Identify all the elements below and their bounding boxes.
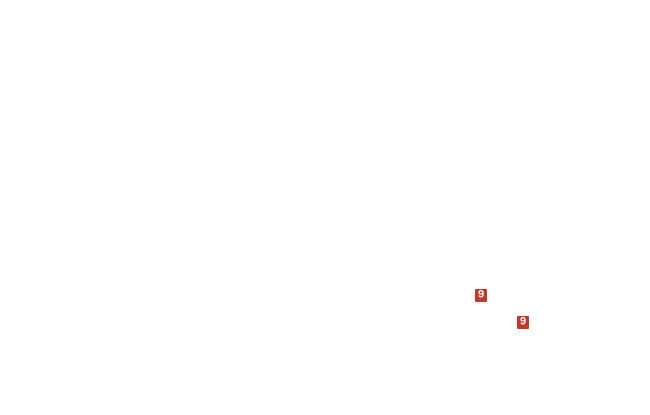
badge-count-label: 9 bbox=[477, 289, 485, 301]
notification-badge-2[interactable]: 9 bbox=[517, 316, 529, 329]
notification-badge-1[interactable]: 9 bbox=[475, 289, 487, 302]
badge-count-label: 9 bbox=[519, 316, 527, 328]
